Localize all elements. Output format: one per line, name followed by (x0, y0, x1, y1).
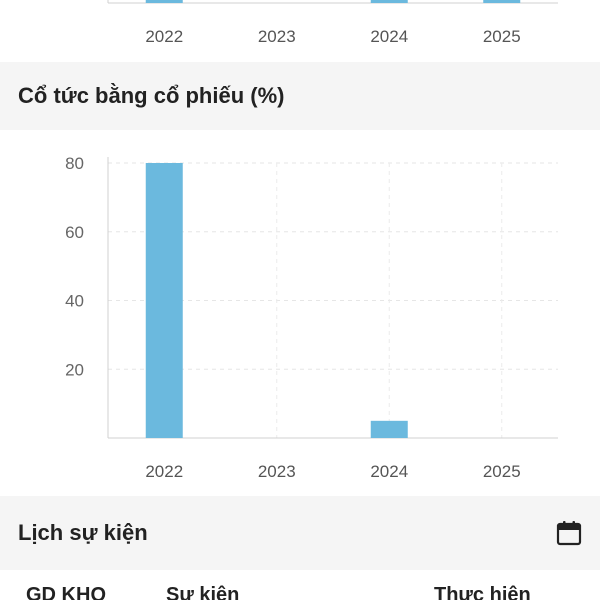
events-section-title: Lịch sự kiện (18, 520, 148, 545)
y-tick-label: 20 (65, 360, 84, 379)
column-header-event[interactable]: Sự kiện (166, 584, 240, 600)
top-bar-2025 (483, 0, 521, 3)
stock-dividend-chart: 20 40 60 80 2022 2023 2024 2025 (0, 130, 600, 496)
top-bar-2022 (145, 0, 183, 3)
top-x-tick-label: 2025 (483, 27, 521, 46)
bar-2024 (370, 420, 408, 438)
top-bar-2024 (370, 0, 408, 3)
top-x-tick-label: 2023 (258, 27, 296, 46)
x-tick-label: 2025 (483, 462, 521, 481)
bar-2022 (145, 163, 183, 438)
x-tick-label: 2024 (370, 462, 408, 481)
top-x-tick-label: 2024 (370, 27, 408, 46)
y-tick-label: 60 (65, 223, 84, 242)
column-header-execution[interactable]: Thực hiện (434, 584, 531, 600)
events-table-header: GD KHQ Sự kiện Thực hiện (0, 570, 600, 600)
top-chart: 2022 2023 2024 2025 (0, 0, 600, 62)
stock-dividend-chart-svg: 20 40 60 80 2022 2023 2024 2025 (65, 154, 558, 481)
calendar-icon (556, 521, 582, 546)
y-tick-label: 40 (65, 292, 84, 311)
x-tick-label: 2022 (145, 462, 183, 481)
y-tick-label: 80 (65, 154, 84, 173)
calendar-button[interactable] (554, 518, 584, 548)
events-section-header: Lịch sự kiện (0, 496, 600, 570)
x-tick-label: 2023 (258, 462, 296, 481)
dividend-section-header: Cổ tức bằng cổ phiếu (%) (0, 62, 600, 130)
column-header-ex-date[interactable]: GD KHQ (26, 584, 106, 600)
top-x-tick-label: 2022 (145, 27, 183, 46)
top-chart-svg: 2022 2023 2024 2025 (107, 0, 558, 46)
dividend-section-title: Cổ tức bằng cổ phiếu (%) (18, 83, 285, 108)
